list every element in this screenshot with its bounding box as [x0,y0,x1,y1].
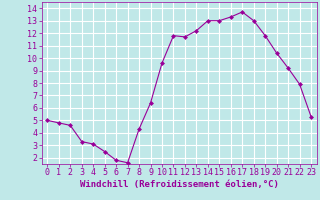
X-axis label: Windchill (Refroidissement éolien,°C): Windchill (Refroidissement éolien,°C) [80,180,279,189]
